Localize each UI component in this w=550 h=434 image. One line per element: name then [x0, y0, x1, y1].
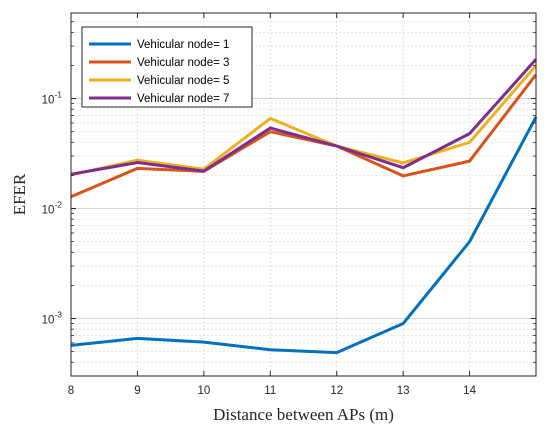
x-tick-label: 10 — [197, 385, 210, 397]
legend: Vehicular node= 1 Vehicular node= 3 Vehicu… — [81, 26, 253, 108]
x-tick-label: 9 — [134, 385, 140, 397]
x-tick-labels: 8 9 10 11 12 13 14 — [68, 385, 477, 397]
y-tick-label: 10-1 — [42, 90, 63, 107]
x-tick-label: 11 — [264, 385, 276, 397]
x-tick-label: 13 — [397, 385, 410, 397]
y-tick-labels: 10-3 10-2 10-1 — [42, 90, 63, 327]
axis-ticks — [70, 13, 536, 377]
legend-label: Vehicular node= 1 — [137, 39, 229, 51]
series-line — [70, 116, 538, 355]
x-tick-label: 14 — [463, 385, 476, 397]
legend-label: Vehicular node= 5 — [137, 75, 229, 87]
x-tick-label: 8 — [68, 385, 74, 397]
x-axis-title: Distance between APs (m) — [213, 405, 394, 424]
y-tick-exponent: -2 — [54, 200, 62, 210]
y-axis-title: EFER — [10, 173, 29, 215]
y-tick-label: 10-3 — [42, 310, 63, 327]
x-tick-label: 12 — [330, 385, 343, 397]
plot-frame — [70, 12, 537, 377]
series-lines — [70, 58, 538, 355]
series-line — [70, 64, 538, 177]
series-line — [70, 58, 538, 176]
y-tick-exponent: -3 — [54, 310, 62, 320]
y-tick-label: 10-2 — [42, 200, 63, 217]
y-tick-exponent: -1 — [54, 90, 62, 100]
legend-label: Vehicular node= 7 — [137, 93, 229, 105]
legend-label: Vehicular node= 3 — [137, 57, 229, 69]
legend-box — [81, 26, 253, 108]
series-line — [70, 73, 538, 199]
minor-grid — [71, 13, 536, 377]
